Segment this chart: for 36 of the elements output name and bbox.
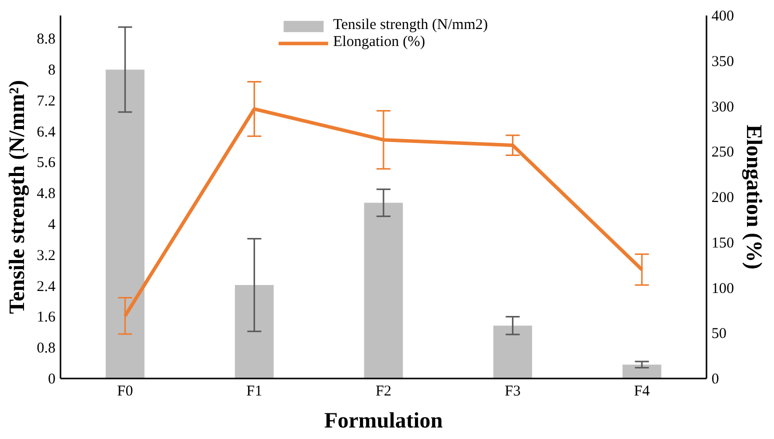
x-tick-label: F2 (376, 384, 392, 400)
y2-tick-label: 50 (712, 326, 726, 342)
bar (106, 70, 144, 378)
y-tick-label: 0 (48, 372, 56, 388)
bar (493, 326, 532, 378)
y-tick-label: 6.4 (36, 124, 56, 140)
y-tick-label: 0.8 (36, 340, 56, 357)
y2-tick-label: 350 (712, 54, 734, 70)
y2-tick-label: 0 (712, 372, 719, 388)
y2-tick-label: 200 (712, 190, 734, 206)
x-tick-label: F4 (634, 384, 650, 400)
legend-label: Elongation (%) (333, 34, 426, 51)
y-tick-label: 4 (48, 217, 56, 234)
bar (234, 285, 274, 378)
y-axis-title: Tensile strength (N/mm²) (4, 80, 29, 314)
y-tick-label: 3.2 (36, 248, 56, 264)
y2-tick-label: 300 (712, 99, 734, 116)
bar (364, 202, 403, 378)
legend-label: Tensile strength (N/mm2) (333, 17, 488, 34)
y-tick-label: 2.4 (36, 278, 56, 295)
y-tick-label: 5.6 (36, 155, 56, 172)
bar (622, 364, 662, 378)
y2-tick-label: 250 (712, 144, 734, 161)
y-tick-label: 4.8 (36, 186, 56, 202)
y-tick-label: 8.8 (36, 32, 56, 48)
x-tick-label: F0 (117, 384, 134, 400)
y2-tick-label: 100 (712, 280, 734, 297)
x-axis-title: Formulation (324, 408, 443, 432)
y2-axis-title: Elongation (%) (742, 124, 767, 270)
y2-tick-label: 400 (712, 8, 734, 24)
y-tick-label: 7.2 (36, 93, 56, 110)
y-tick-label: 1.6 (36, 310, 56, 326)
y2-tick-label: 150 (712, 235, 734, 252)
x-tick-label: F3 (504, 384, 521, 400)
x-tick-label: F1 (246, 384, 262, 400)
y-tick-label: 8 (48, 62, 56, 79)
